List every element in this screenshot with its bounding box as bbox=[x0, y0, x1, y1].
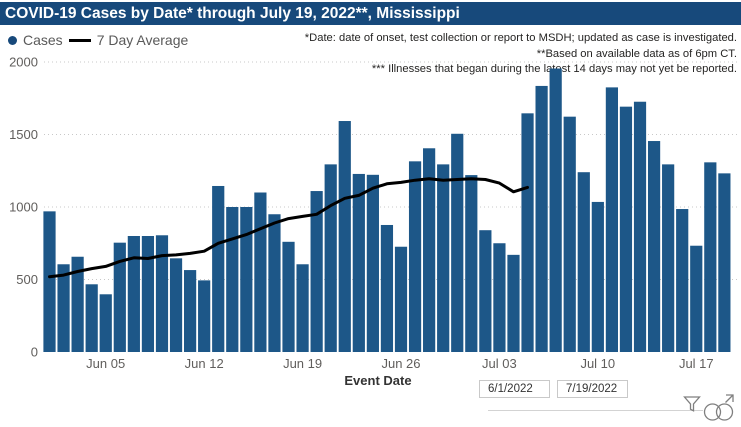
start-date-input[interactable] bbox=[479, 380, 550, 398]
x-axis-title: Event Date bbox=[344, 373, 412, 388]
cases-bar[interactable]: Jul 15: 1294 bbox=[662, 164, 675, 352]
cases-bar[interactable]: Jun 04: 467 bbox=[85, 284, 98, 352]
cases-bar[interactable]: Jul 10: 1035 bbox=[591, 201, 604, 352]
cases-bar[interactable]: Jul 09: 1240 bbox=[577, 172, 590, 352]
cases-bar[interactable]: Jun 22: 1593 bbox=[338, 121, 351, 353]
legend-cases-label: Cases bbox=[23, 32, 63, 48]
legend-avg-label: 7 Day Average bbox=[96, 32, 189, 48]
date-range-slider[interactable] bbox=[488, 410, 703, 411]
cases-bar[interactable]: Jun 12: 494 bbox=[198, 280, 211, 352]
footnotes: *Date: date of onset, test collection or… bbox=[305, 31, 737, 78]
cases-bar[interactable]: Jun 18: 760 bbox=[282, 241, 295, 352]
y-axis-tick-label: 500 bbox=[16, 272, 38, 287]
cases-bar[interactable]: Jun 17: 950 bbox=[268, 214, 281, 352]
cases-bar[interactable]: Jun 19: 605 bbox=[296, 264, 309, 352]
cases-bar[interactable]: Jun 09: 805 bbox=[155, 235, 169, 352]
cases-bar[interactable]: Jun 05: 398 bbox=[99, 294, 112, 352]
cases-bar[interactable]: Jul 17: 733 bbox=[690, 245, 703, 352]
cases-bar[interactable]: Jun 27: 1315 bbox=[408, 161, 422, 352]
x-axis-tick-label: Jul 10 bbox=[580, 356, 615, 371]
cases-bar[interactable]: Jul 07: 1955 bbox=[549, 68, 562, 352]
cases-bar[interactable]: Jun 21: 1294 bbox=[324, 164, 337, 352]
cases-bar[interactable]: Jun 23: 1228 bbox=[352, 173, 365, 352]
cases-bar[interactable]: Jun 06: 754 bbox=[113, 242, 126, 352]
footnote-data-asof: **Based on available data as of 6pm CT. bbox=[536, 47, 737, 60]
cases-bar[interactable]: Jul 11: 1825 bbox=[605, 87, 618, 353]
end-date-input[interactable] bbox=[557, 380, 628, 398]
cases-series-dot-icon bbox=[8, 35, 17, 45]
x-axis-tick-label: Jun 05 bbox=[86, 356, 125, 371]
cases-bar[interactable]: Jul 08: 1623 bbox=[563, 116, 576, 352]
cases-bar[interactable]: Jun 15: 1000 bbox=[240, 207, 253, 352]
cases-bar[interactable]: Jun 03: 657 bbox=[71, 256, 84, 352]
cases-bar[interactable]: Jun 01: 970 bbox=[43, 211, 56, 352]
cases-bar[interactable]: Jul 16: 986 bbox=[676, 209, 689, 352]
cases-bar[interactable]: Jun 08: 800 bbox=[141, 236, 155, 352]
x-axis-tick-label: Jul 17 bbox=[679, 356, 714, 371]
y-axis-tick-label: 2000 bbox=[9, 55, 38, 70]
seven-day-average-line bbox=[48, 177, 529, 279]
cases-bar[interactable]: Jun 16: 1100 bbox=[254, 192, 267, 353]
cases-bar[interactable]: Jun 28: 1405 bbox=[423, 148, 436, 352]
cases-bar[interactable]: Jun 29: 1294 bbox=[437, 164, 450, 352]
chart-legend: Cases 7 Day Average bbox=[8, 31, 188, 49]
filter-icon[interactable] bbox=[683, 395, 701, 414]
focus-mode-icon[interactable] bbox=[702, 392, 736, 422]
page-title: COVID-19 Cases by Date* through July 19,… bbox=[0, 2, 741, 25]
y-axis-tick-label: 1500 bbox=[9, 127, 38, 142]
cases-bar[interactable]: Jul 02: 840 bbox=[479, 230, 492, 352]
cases-bar[interactable]: Jun 20: 1110 bbox=[310, 191, 323, 352]
avg-series-line-icon bbox=[68, 38, 91, 42]
cases-bar[interactable]: Jun 24: 1222 bbox=[366, 174, 379, 352]
x-axis-tick-label: Jun 19 bbox=[283, 356, 322, 371]
x-axis-tick-label: Jun 12 bbox=[185, 356, 224, 371]
cases-bar[interactable]: Jul 18: 1308 bbox=[704, 162, 717, 352]
cases-bar[interactable]: Jul 13: 1726 bbox=[633, 101, 647, 352]
x-axis-tick-label: Jul 03 bbox=[482, 356, 517, 371]
cases-bar[interactable]: Jun 30: 1505 bbox=[451, 133, 464, 352]
footnote-date-definition: *Date: date of onset, test collection or… bbox=[304, 32, 737, 44]
cases-bar[interactable]: Jun 10: 646 bbox=[169, 258, 183, 352]
cases-bar[interactable]: Jul 12: 1692 bbox=[619, 106, 633, 352]
cases-bar[interactable]: Jul 05: 1646 bbox=[521, 113, 534, 352]
cases-bar[interactable]: Jun 14: 1000 bbox=[226, 207, 239, 352]
x-axis-tick-label: Jun 26 bbox=[381, 356, 420, 371]
y-axis-tick-label: 1000 bbox=[9, 200, 38, 215]
cases-bar[interactable]: Jul 19: 1232 bbox=[718, 173, 731, 352]
cases-bar[interactable]: Jun 02: 605 bbox=[57, 264, 70, 352]
cases-bar[interactable]: Jun 07: 800 bbox=[127, 236, 140, 352]
cases-bar[interactable]: Jul 14: 1455 bbox=[647, 141, 661, 352]
y-axis-tick-label: 0 bbox=[31, 345, 38, 360]
cases-bar[interactable]: Jul 06: 1835 bbox=[535, 85, 548, 353]
cases-bar[interactable]: Jun 11: 565 bbox=[184, 270, 197, 352]
cases-bar[interactable]: Jul 01: 1220 bbox=[465, 175, 478, 352]
cases-bar[interactable]: Jul 03: 750 bbox=[493, 243, 506, 352]
cases-bar[interactable]: Jul 04: 670 bbox=[507, 254, 520, 352]
cases-bar[interactable]: Jun 26: 726 bbox=[394, 246, 408, 352]
cases-bar[interactable]: Jun 13: 1145 bbox=[212, 185, 225, 352]
cases-bar[interactable]: Jun 25: 876 bbox=[380, 224, 394, 352]
